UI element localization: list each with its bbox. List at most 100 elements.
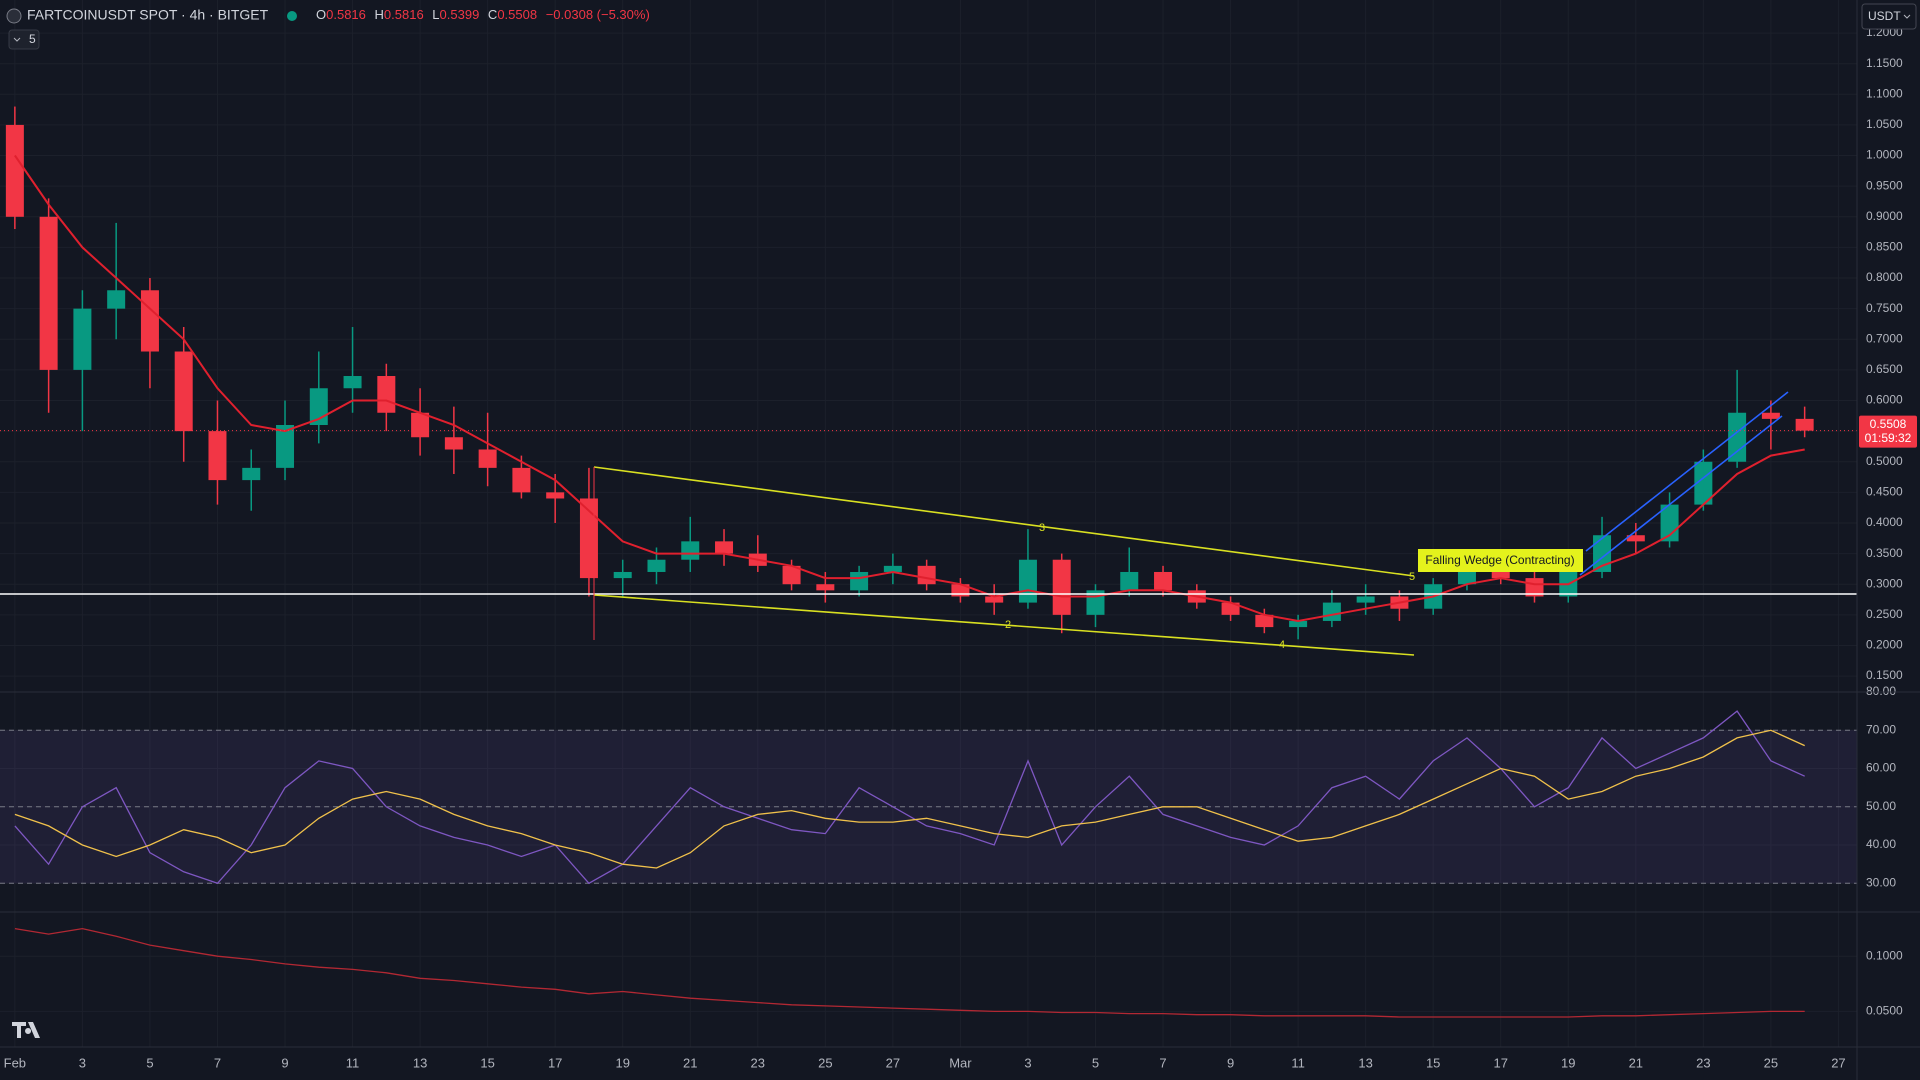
x-tick-label: 3 [1024, 1055, 1031, 1070]
x-tick-label: 17 [548, 1055, 562, 1070]
y-tick-label: 0.8500 [1866, 240, 1903, 254]
candle-body [1593, 535, 1612, 572]
y-tick-label: 80.00 [1866, 684, 1896, 698]
candle-body [579, 498, 598, 579]
channel-upper [1585, 391, 1789, 552]
ohlc-value: 0.5816 [384, 7, 424, 22]
wedge-upper-line [593, 466, 1415, 577]
candle-body [917, 565, 936, 585]
ohlc-key: C [488, 7, 497, 22]
ohlc-key: L [432, 7, 439, 22]
symbol-icon [6, 8, 22, 24]
indicator-line [14, 729, 1805, 869]
wedge-point: 5 [1409, 571, 1415, 583]
currency-selector[interactable] [1861, 3, 1917, 30]
candle-body [411, 412, 430, 438]
ohlc-key: H [375, 7, 384, 22]
y-tick-label: 70.00 [1866, 722, 1896, 736]
candle-body [1761, 412, 1780, 419]
y-tick-label: 0.7500 [1866, 301, 1903, 315]
x-tick-label: 5 [146, 1055, 153, 1070]
y-tick-label: 0.6500 [1866, 362, 1903, 376]
wedge-point: 4 [1279, 639, 1285, 651]
candle-body [1289, 620, 1308, 628]
candle-body [1120, 571, 1139, 591]
candle-body [1052, 559, 1071, 615]
x-tick-label: 9 [281, 1055, 288, 1070]
candle-body [1018, 559, 1037, 603]
ohlc-value: 0.5816 [326, 7, 366, 22]
x-tick-label: 23 [751, 1055, 765, 1070]
candle-body [276, 424, 295, 468]
y-tick-label: 0.9000 [1866, 209, 1903, 223]
y-tick-label: 0.4500 [1866, 485, 1903, 499]
currency: USDT [1868, 9, 1901, 23]
y-tick-label: 0.5000 [1866, 454, 1903, 468]
x-tick-label: 19 [615, 1055, 629, 1070]
candle-body [1694, 461, 1713, 505]
x-tick-label: 27 [886, 1055, 900, 1070]
candle-body [107, 290, 126, 309]
y-tick-label: 0.1500 [1866, 668, 1903, 682]
y-tick-label: 1.1500 [1866, 56, 1903, 70]
candle-body [174, 351, 193, 432]
x-tick-label: 13 [1358, 1055, 1372, 1070]
candle-body [647, 559, 666, 572]
y-tick-label: 1.0000 [1866, 148, 1903, 162]
y-tick-label: 0.3500 [1866, 546, 1903, 560]
candle-body [242, 467, 261, 481]
x-tick-label: 21 [683, 1055, 697, 1070]
candle-body [1255, 614, 1274, 628]
y-tick-label: 0.7000 [1866, 331, 1903, 345]
symbol: FARTCOINUSDT SPOT · 4h · BITGET [27, 7, 269, 23]
x-tick-label: 21 [1629, 1055, 1643, 1070]
wedge-lower-line [593, 594, 1415, 656]
indicator-line [14, 927, 1805, 1018]
candle-body [1154, 571, 1173, 591]
candle-body [681, 541, 700, 560]
annotation-layer: 2 3 4 5 Falling Wedge (Contracting) [593, 391, 1789, 656]
candle-body [1457, 571, 1476, 585]
ohlc-value: 0.5508 [497, 7, 537, 22]
wedge-label-box [1418, 549, 1583, 572]
candle-body [850, 571, 869, 591]
y-tick-label: 40.00 [1866, 837, 1896, 851]
candle-body [985, 596, 1004, 603]
wedge-point: 3 [1039, 522, 1045, 534]
y-tick-label: 0.4000 [1866, 515, 1903, 529]
candle-body [208, 431, 227, 481]
y-tick-label: 50.00 [1866, 799, 1896, 813]
candle-body [1795, 418, 1814, 431]
y-tick-label: 0.0500 [1866, 1004, 1903, 1018]
last-price-box [1859, 415, 1917, 448]
candle-body [715, 541, 734, 554]
y-tick-label: 0.1000 [1866, 948, 1903, 962]
candle-body [883, 565, 902, 572]
wedge-point: 2 [1005, 619, 1011, 631]
channel-lower [1579, 415, 1783, 576]
x-tick-label: Feb [4, 1055, 26, 1070]
x-tick-label: 5 [1092, 1055, 1099, 1070]
x-tick-label: 11 [1291, 1055, 1305, 1070]
indicator-toggle[interactable] [8, 29, 40, 50]
candle-body [1626, 535, 1645, 542]
candle-body [546, 492, 565, 499]
status-dot [287, 11, 297, 21]
candle-body [444, 437, 463, 450]
wedge-label: Falling Wedge (Contracting) [1425, 553, 1574, 567]
x-tick-label: 7 [214, 1055, 221, 1070]
moving-average [14, 154, 1805, 623]
candle-body [343, 376, 362, 389]
y-tick-label: 1.1000 [1866, 86, 1903, 100]
y-tick-label: 0.8000 [1866, 270, 1903, 284]
ohlc: O0.5816 H0.5816 L0.5399 C0.5508 −0.0308 … [316, 7, 650, 22]
countdown: 01:59:32 [1865, 431, 1912, 445]
ohlc-key: O [316, 7, 326, 22]
x-tick-label: 3 [79, 1055, 86, 1070]
x-tick-label: 23 [1696, 1055, 1710, 1070]
x-tick-label: 9 [1227, 1055, 1234, 1070]
x-tick-label: 17 [1493, 1055, 1507, 1070]
marks-layer [0, 106, 1857, 1018]
